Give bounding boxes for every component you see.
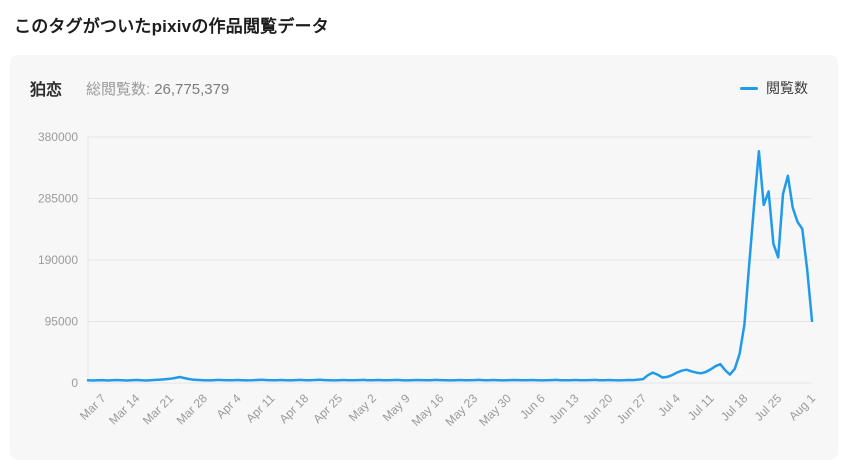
x-tick-label: Jul 18 — [718, 391, 751, 424]
total-views-value: 26,775,379 — [154, 80, 230, 98]
x-tick-label: Jun 20 — [580, 391, 616, 427]
tag-stats-card: 狛恋 総閲覧数: 26,775,379 閲覧数 0 95000 190000 28500… — [10, 55, 838, 460]
x-tick-label: May 30 — [476, 391, 514, 429]
x-tick-label: May 23 — [442, 391, 480, 429]
y-tick-label: 380000 — [38, 130, 78, 144]
x-tick-label: Mar 21 — [140, 391, 177, 428]
total-views-label: 総閲覧数: — [86, 80, 151, 98]
x-tick-label: Mar 14 — [106, 391, 143, 428]
x-tick-label: Jun 27 — [614, 391, 650, 427]
x-tick-label: Jul 25 — [752, 391, 785, 424]
x-tick-label: May 16 — [409, 391, 447, 429]
x-tick-label: Mar 7 — [77, 391, 109, 423]
x-tick-label: Jun 6 — [517, 391, 548, 422]
y-tick-label: 95000 — [45, 315, 79, 329]
x-tick-label: Jun 13 — [546, 391, 582, 427]
x-tick-label: Apr 25 — [310, 391, 345, 426]
y-tick-label: 285000 — [38, 192, 78, 206]
tag-name: 狛恋 — [30, 82, 63, 99]
x-tick-label: Aug 1 — [786, 391, 818, 423]
x-tick-label: Jul 4 — [655, 391, 683, 419]
x-tick-label: Mar 28 — [174, 391, 211, 428]
y-tick-label: 190000 — [38, 253, 78, 267]
card-header: 狛恋 総閲覧数: 26,775,379 閲覧数 — [10, 55, 838, 100]
legend-line-swatch — [740, 86, 758, 90]
legend-label: 閲覧数 — [766, 80, 808, 96]
total-views: 総閲覧数: 26,775,379 — [86, 78, 229, 99]
x-tick-label: Jul 11 — [685, 391, 717, 423]
y-tick-label: 0 — [71, 376, 78, 390]
series-line-views — [86, 149, 814, 382]
x-tick-label: Apr 11 — [243, 391, 278, 426]
x-tick-label: Apr 18 — [276, 391, 311, 426]
x-tick-label: Apr 4 — [214, 391, 244, 421]
legend: 閲覧数 — [740, 78, 808, 98]
x-tick-label: May 2 — [346, 391, 379, 424]
page-title: このタグがついたpixivの作品閲覧データ — [14, 17, 329, 36]
